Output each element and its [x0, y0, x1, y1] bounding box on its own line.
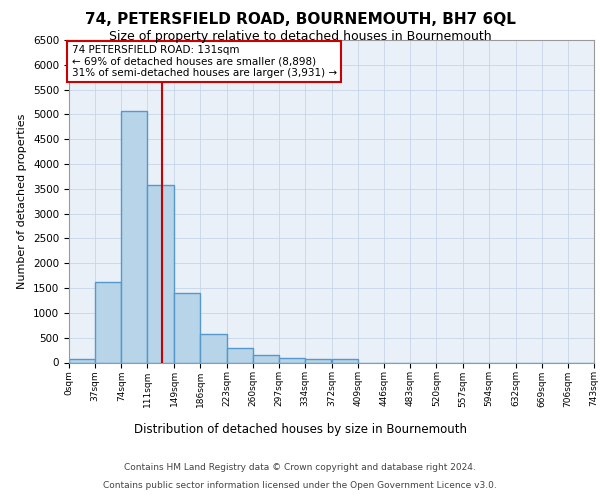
Bar [279, 358, 305, 362]
Bar [200, 334, 227, 362]
Bar [148, 185, 173, 362]
Text: Contains public sector information licensed under the Open Government Licence v3: Contains public sector information licen… [103, 481, 497, 490]
Bar [69, 359, 95, 362]
Y-axis label: Number of detached properties: Number of detached properties [17, 114, 28, 289]
Bar [174, 293, 200, 362]
Text: Contains HM Land Registry data © Crown copyright and database right 2024.: Contains HM Land Registry data © Crown c… [124, 462, 476, 471]
Bar [332, 360, 358, 362]
Bar [305, 360, 331, 362]
Text: 74, PETERSFIELD ROAD, BOURNEMOUTH, BH7 6QL: 74, PETERSFIELD ROAD, BOURNEMOUTH, BH7 6… [85, 12, 515, 28]
Bar [253, 355, 279, 362]
Text: 74 PETERSFIELD ROAD: 131sqm
← 69% of detached houses are smaller (8,898)
31% of : 74 PETERSFIELD ROAD: 131sqm ← 69% of det… [71, 45, 337, 78]
Bar [95, 282, 121, 362]
Bar [121, 110, 148, 362]
Text: Size of property relative to detached houses in Bournemouth: Size of property relative to detached ho… [109, 30, 491, 43]
Text: Distribution of detached houses by size in Bournemouth: Distribution of detached houses by size … [133, 422, 467, 436]
Bar [227, 348, 253, 362]
